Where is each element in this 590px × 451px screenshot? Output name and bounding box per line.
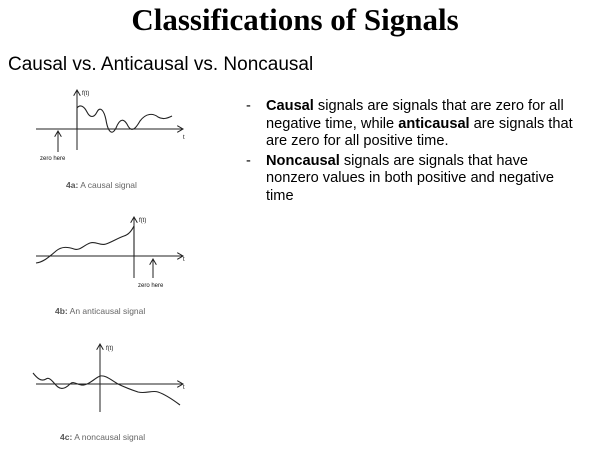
term-noncausal: Noncausal — [266, 152, 340, 169]
bullet-causal: - Causal signals are signals that are zer… — [246, 98, 576, 151]
caption-text: A noncausal signal — [74, 432, 145, 442]
bullet-text: signals are signals that are zero for al… — [266, 98, 564, 132]
figure-4b-anticausal: f(t) t zero here 4b: An anticausal signa… — [35, 217, 185, 316]
f-axis-label: f(t) — [139, 218, 146, 224]
figure-4c-noncausal: f(t) t 4c: A noncausal signal — [32, 344, 185, 442]
signal-curve — [32, 372, 181, 406]
caption-label: 4b: — [55, 306, 68, 316]
zero-here-label: zero here — [40, 156, 66, 162]
caption-text: A causal signal — [80, 180, 137, 190]
caption-text: An anticausal signal — [70, 306, 146, 316]
bullet-text: signals are signals that have nonzero va… — [266, 152, 555, 204]
term-anticausal: anticausal — [398, 115, 470, 132]
caption-label: 4c: — [60, 432, 72, 442]
figure-4a-causal: f(t) t zero here 4a: A causal signal — [36, 90, 185, 190]
figure-caption: 4c: A noncausal signal — [60, 432, 145, 442]
t-axis-label: t — [183, 385, 185, 391]
f-axis-label: f(t) — [106, 346, 113, 352]
bullet-text: are signals that are zero for all positi… — [266, 115, 573, 150]
signal-curve — [35, 225, 180, 264]
caption-label: 4a: — [66, 180, 78, 190]
f-axis-label: f(t) — [82, 91, 89, 97]
bullet-noncausal: - Noncausal signals are signals that have… — [246, 153, 576, 206]
bullet-list: - Causal signals are signals that are zer… — [246, 98, 576, 207]
figure-caption: 4a: A causal signal — [66, 180, 137, 190]
bullet-dash: - — [246, 98, 251, 114]
bullet-dash: - — [246, 152, 251, 169]
term-causal: Causal — [266, 98, 314, 114]
signal-curve — [76, 105, 173, 133]
slide-subtitle: Causal vs. Anticausal vs. Noncausal — [8, 54, 314, 75]
slide-title: Classifications of Signals — [131, 2, 459, 37]
t-axis-label: t — [183, 257, 185, 263]
zero-here-label: zero here — [138, 283, 164, 289]
figure-caption: 4b: An anticausal signal — [55, 306, 145, 316]
t-axis-label: t — [183, 135, 185, 141]
